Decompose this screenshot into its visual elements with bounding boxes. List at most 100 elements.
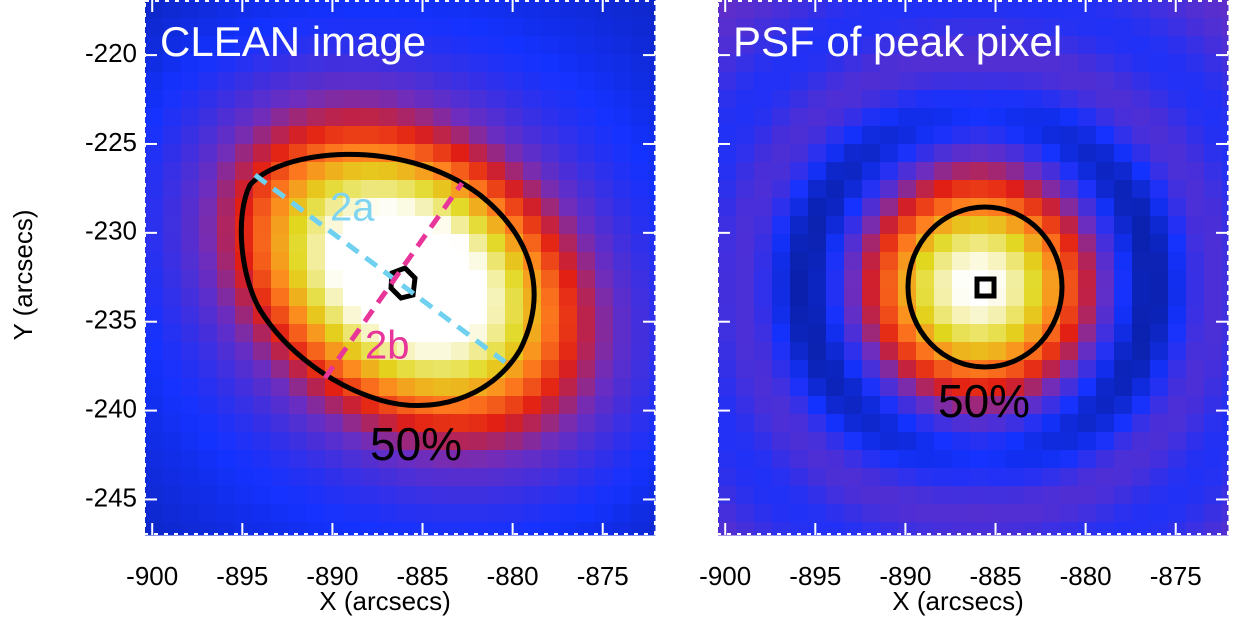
pixel bbox=[199, 450, 218, 469]
pixel bbox=[559, 486, 578, 505]
pixel bbox=[361, 234, 380, 253]
pixel bbox=[898, 396, 917, 415]
pixel bbox=[523, 414, 542, 433]
pixel bbox=[1096, 468, 1115, 487]
pixel bbox=[577, 90, 596, 109]
pixel bbox=[1024, 324, 1043, 343]
pixel bbox=[862, 342, 881, 361]
pixel bbox=[1222, 342, 1229, 361]
pixel bbox=[1204, 180, 1223, 199]
pixel bbox=[1204, 126, 1223, 145]
pixel bbox=[289, 0, 308, 19]
pixel bbox=[988, 18, 1007, 37]
x-tick-label: -885 bbox=[397, 561, 449, 591]
pixel bbox=[1024, 108, 1043, 127]
pixel bbox=[595, 0, 614, 19]
pixel bbox=[790, 468, 809, 487]
pixel bbox=[217, 342, 236, 361]
pixel bbox=[1060, 198, 1079, 217]
pixel bbox=[595, 396, 614, 415]
pixel bbox=[880, 504, 899, 523]
pixel bbox=[1096, 126, 1115, 145]
pixel bbox=[307, 450, 326, 469]
pixel bbox=[541, 162, 560, 181]
pixel bbox=[307, 414, 326, 433]
pixel bbox=[343, 162, 362, 181]
pixel bbox=[934, 0, 953, 19]
pixel bbox=[898, 504, 917, 523]
pixel bbox=[325, 414, 344, 433]
pixel bbox=[487, 126, 506, 145]
pixel bbox=[307, 216, 326, 235]
pixel bbox=[1222, 504, 1229, 523]
pixel bbox=[163, 216, 182, 235]
pixel bbox=[541, 342, 560, 361]
pixel bbox=[361, 72, 380, 91]
pixel bbox=[898, 180, 917, 199]
pixel bbox=[595, 468, 614, 487]
pixel bbox=[433, 468, 452, 487]
pixel bbox=[487, 216, 506, 235]
pixel bbox=[451, 144, 470, 163]
pixel bbox=[1132, 180, 1151, 199]
pixel bbox=[541, 504, 560, 523]
pixel bbox=[790, 486, 809, 505]
pixel bbox=[469, 504, 488, 523]
pixel bbox=[631, 198, 650, 217]
pixel bbox=[289, 504, 308, 523]
pixel bbox=[952, 288, 971, 307]
pixel bbox=[988, 54, 1007, 73]
pixel bbox=[1042, 18, 1061, 37]
pixel bbox=[523, 18, 542, 37]
pixel bbox=[1060, 90, 1079, 109]
pixel bbox=[181, 234, 200, 253]
pixel bbox=[379, 90, 398, 109]
pixel bbox=[415, 342, 434, 361]
pixel bbox=[217, 504, 236, 523]
pixel bbox=[577, 432, 596, 451]
pixel bbox=[235, 486, 254, 505]
pixel bbox=[718, 486, 737, 505]
pixel bbox=[1150, 324, 1169, 343]
pixel bbox=[1042, 162, 1061, 181]
pixel bbox=[289, 450, 308, 469]
pixel bbox=[451, 252, 470, 271]
pixel bbox=[1114, 108, 1133, 127]
pixel bbox=[307, 180, 326, 199]
axis-2a bbox=[253, 172, 507, 365]
x-tick-label: -880 bbox=[1060, 561, 1112, 591]
pixel bbox=[649, 450, 656, 469]
pixel bbox=[754, 324, 773, 343]
pixel bbox=[145, 162, 164, 181]
pixel bbox=[235, 450, 254, 469]
pixel bbox=[1114, 360, 1133, 379]
pixel bbox=[1204, 414, 1223, 433]
pixel bbox=[163, 108, 182, 127]
pixel bbox=[325, 396, 344, 415]
pixel bbox=[880, 126, 899, 145]
pixel bbox=[808, 162, 827, 181]
pixel bbox=[451, 216, 470, 235]
pixel bbox=[1204, 486, 1223, 505]
pixel bbox=[1042, 144, 1061, 163]
pixel bbox=[790, 54, 809, 73]
pixel bbox=[613, 36, 632, 55]
pixel bbox=[826, 18, 845, 37]
pixel bbox=[271, 108, 290, 127]
pixel bbox=[361, 450, 380, 469]
pixel bbox=[808, 198, 827, 217]
pixel bbox=[181, 90, 200, 109]
pixel bbox=[217, 468, 236, 487]
pixel bbox=[1060, 486, 1079, 505]
pixel bbox=[433, 180, 452, 199]
pixel bbox=[826, 360, 845, 379]
pixel bbox=[754, 0, 773, 19]
pixel bbox=[1204, 378, 1223, 397]
pixel bbox=[505, 450, 524, 469]
pixel bbox=[934, 198, 953, 217]
pixel bbox=[952, 450, 971, 469]
pixel bbox=[523, 342, 542, 361]
pixel bbox=[1132, 36, 1151, 55]
pixel bbox=[826, 486, 845, 505]
pixel bbox=[1132, 270, 1151, 289]
